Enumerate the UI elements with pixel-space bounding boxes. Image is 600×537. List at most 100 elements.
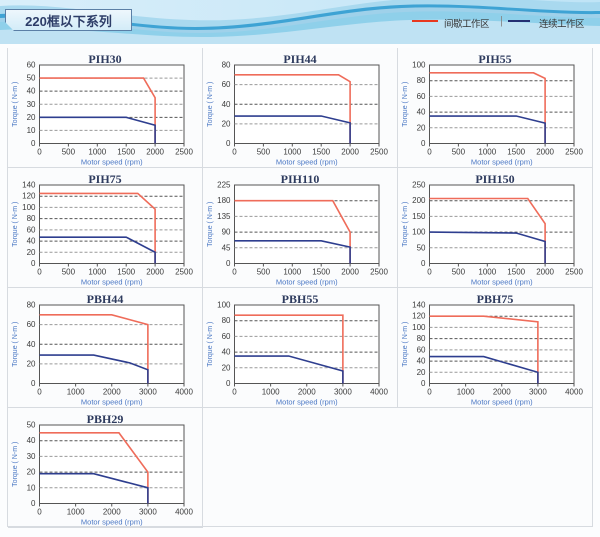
svg-text:1000: 1000 (88, 268, 106, 277)
svg-text:60: 60 (27, 320, 36, 329)
svg-text:Torque ( N-m ): Torque ( N-m ) (402, 202, 409, 247)
svg-text:Motor speed (rpm): Motor speed (rpm) (276, 278, 338, 287)
svg-text:0: 0 (421, 259, 426, 268)
svg-text:20: 20 (27, 359, 36, 368)
svg-text:3000: 3000 (334, 388, 352, 397)
svg-text:1000: 1000 (262, 388, 280, 397)
svg-text:2500: 2500 (175, 268, 193, 277)
svg-text:0: 0 (37, 268, 42, 277)
svg-text:Torque ( N-m ): Torque ( N-m ) (207, 322, 214, 367)
svg-text:20: 20 (417, 123, 426, 132)
svg-text:Torque ( N-m ): Torque ( N-m ) (12, 82, 19, 127)
svg-text:Motor speed (rpm): Motor speed (rpm) (276, 158, 338, 167)
svg-text:1500: 1500 (507, 268, 525, 277)
svg-text:2000: 2000 (341, 148, 359, 157)
svg-text:0: 0 (427, 388, 432, 397)
svg-text:2500: 2500 (175, 148, 193, 157)
svg-text:40: 40 (27, 237, 36, 246)
svg-text:2500: 2500 (565, 268, 583, 277)
svg-text:2500: 2500 (370, 148, 388, 157)
svg-text:0: 0 (232, 148, 237, 157)
svg-text:50: 50 (417, 243, 426, 252)
svg-text:0: 0 (37, 508, 42, 517)
svg-text:120: 120 (22, 192, 36, 201)
svg-text:45: 45 (222, 243, 231, 252)
svg-text:20: 20 (27, 468, 36, 477)
svg-text:Torque ( N-m ): Torque ( N-m ) (12, 322, 19, 367)
svg-text:0: 0 (427, 148, 432, 157)
svg-text:135: 135 (217, 212, 231, 221)
svg-text:100: 100 (412, 323, 426, 332)
svg-text:2000: 2000 (146, 148, 164, 157)
svg-text:60: 60 (27, 225, 36, 234)
svg-text:1000: 1000 (478, 148, 496, 157)
svg-text:500: 500 (452, 268, 466, 277)
svg-text:0: 0 (37, 148, 42, 157)
svg-text:0: 0 (31, 499, 36, 508)
svg-text:40: 40 (222, 348, 231, 357)
svg-text:80: 80 (27, 214, 36, 223)
svg-text:Torque ( N-m ): Torque ( N-m ) (12, 202, 19, 247)
svg-text:500: 500 (62, 148, 76, 157)
svg-text:60: 60 (222, 80, 231, 89)
svg-text:40: 40 (222, 100, 231, 109)
svg-text:0: 0 (427, 268, 432, 277)
svg-text:2500: 2500 (370, 268, 388, 277)
svg-text:500: 500 (62, 268, 76, 277)
svg-text:500: 500 (452, 148, 466, 157)
svg-text:20: 20 (222, 119, 231, 128)
svg-text:1000: 1000 (457, 388, 475, 397)
svg-text:Motor speed (rpm): Motor speed (rpm) (276, 398, 338, 407)
svg-text:40: 40 (27, 87, 36, 96)
svg-text:200: 200 (412, 196, 426, 205)
svg-text:2000: 2000 (146, 268, 164, 277)
svg-text:4000: 4000 (370, 388, 388, 397)
svg-text:0: 0 (232, 268, 237, 277)
svg-text:Motor speed (rpm): Motor speed (rpm) (81, 278, 143, 287)
svg-text:60: 60 (417, 345, 426, 354)
svg-text:10: 10 (27, 126, 36, 135)
svg-text:0: 0 (232, 388, 237, 397)
svg-text:0: 0 (31, 259, 36, 268)
svg-text:60: 60 (222, 332, 231, 341)
svg-text:40: 40 (417, 108, 426, 117)
svg-text:10: 10 (27, 483, 36, 492)
svg-text:2000: 2000 (536, 268, 554, 277)
svg-text:20: 20 (27, 113, 36, 122)
svg-text:2000: 2000 (536, 148, 554, 157)
svg-text:2000: 2000 (298, 388, 316, 397)
svg-text:1500: 1500 (117, 268, 135, 277)
svg-text:Motor speed (rpm): Motor speed (rpm) (81, 518, 143, 527)
svg-text:Motor speed (rpm): Motor speed (rpm) (471, 278, 533, 287)
svg-text:0: 0 (226, 379, 231, 388)
svg-text:30: 30 (27, 452, 36, 461)
svg-text:20: 20 (222, 363, 231, 372)
svg-text:60: 60 (417, 92, 426, 101)
svg-text:1000: 1000 (67, 388, 85, 397)
svg-text:500: 500 (257, 148, 271, 157)
svg-text:20: 20 (27, 248, 36, 257)
svg-text:100: 100 (412, 228, 426, 237)
svg-text:Motor speed (rpm): Motor speed (rpm) (81, 158, 143, 167)
svg-text:3000: 3000 (529, 388, 547, 397)
svg-text:100: 100 (22, 203, 36, 212)
svg-text:1500: 1500 (312, 148, 330, 157)
svg-text:2000: 2000 (493, 388, 511, 397)
svg-text:80: 80 (417, 76, 426, 85)
svg-text:Motor speed (rpm): Motor speed (rpm) (471, 398, 533, 407)
svg-text:0: 0 (31, 379, 36, 388)
svg-text:1000: 1000 (478, 268, 496, 277)
svg-text:Motor speed (rpm): Motor speed (rpm) (471, 158, 533, 167)
svg-text:40: 40 (27, 436, 36, 445)
svg-text:500: 500 (257, 268, 271, 277)
svg-text:150: 150 (412, 212, 426, 221)
svg-text:40: 40 (417, 357, 426, 366)
svg-text:1000: 1000 (283, 148, 301, 157)
svg-text:0: 0 (31, 139, 36, 148)
svg-text:50: 50 (27, 74, 36, 83)
svg-text:90: 90 (222, 228, 231, 237)
svg-text:4000: 4000 (565, 388, 583, 397)
svg-text:0: 0 (421, 379, 426, 388)
svg-text:Torque ( N-m ): Torque ( N-m ) (12, 442, 19, 487)
svg-text:80: 80 (222, 316, 231, 325)
